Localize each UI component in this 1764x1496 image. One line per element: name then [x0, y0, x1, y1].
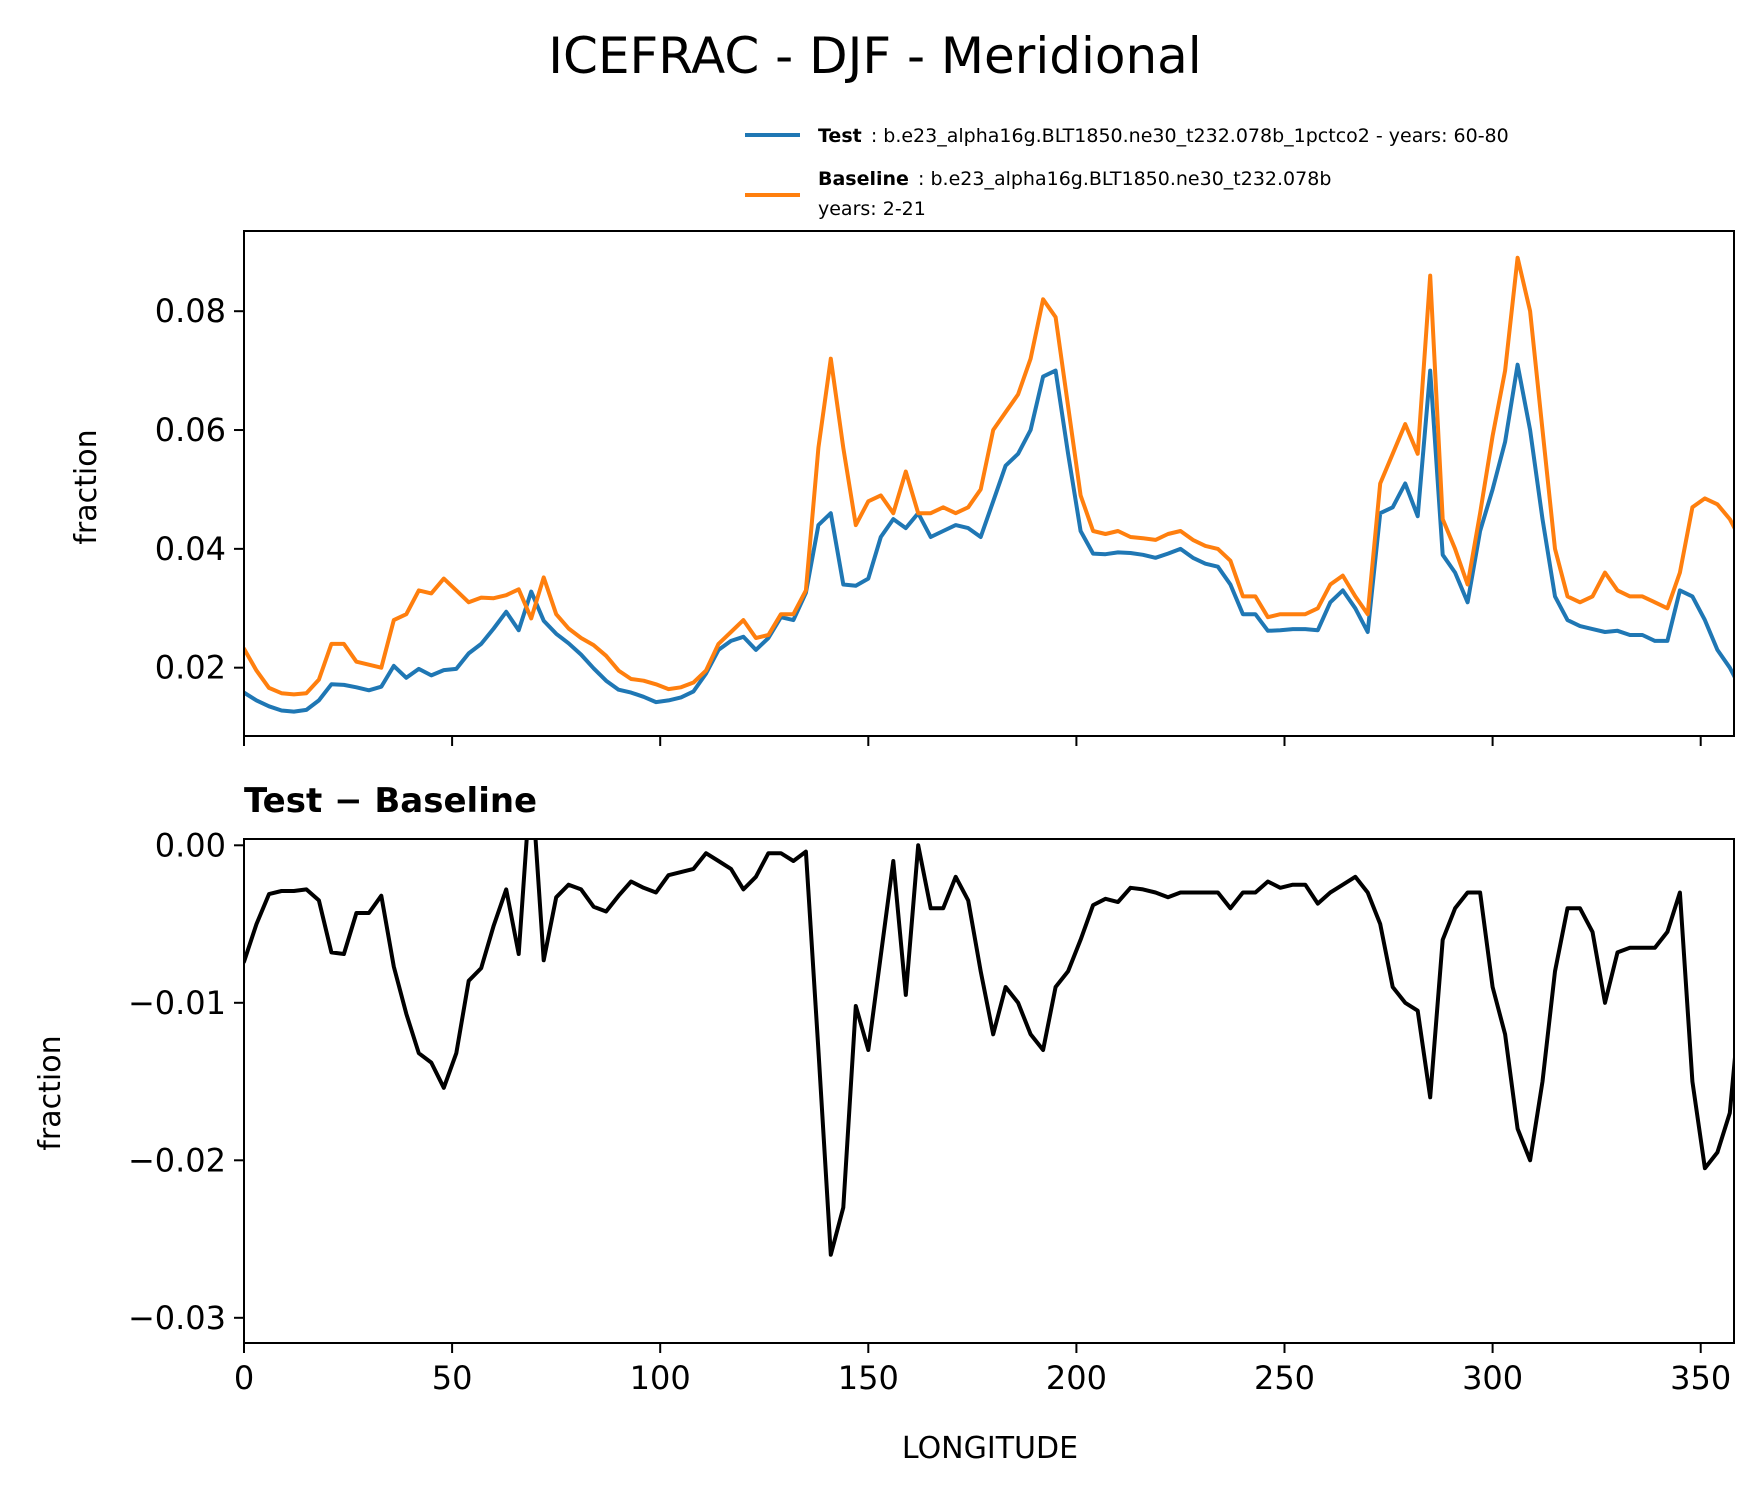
bottom-series-line-test-baseline — [244, 839, 1734, 1257]
legend: Test : b.e23_alpha16g.BLT1850.ne30_t232.… — [745, 125, 1509, 220]
top-y-axis-label: fraction — [69, 429, 104, 544]
top-y-ticks: 0.02 0.04 0.06 0.08 — [155, 292, 244, 687]
top-series-line-test — [244, 362, 1734, 714]
x-tick-label: 200 — [1046, 1359, 1107, 1397]
legend-label-test: Test — [818, 125, 862, 147]
top-axes-frame — [243, 230, 1735, 737]
bottom-x-ticks: 0 50 100 150 200 250 300 350 — [234, 1343, 1731, 1397]
legend-desc-test: : b.e23_alpha16g.BLT1850.ne30_t232.078b_… — [871, 125, 1509, 147]
x-tick-label: 300 — [1462, 1359, 1523, 1397]
x-tick-label: 250 — [1254, 1359, 1315, 1397]
bottom-y-tick-label: −0.01 — [128, 984, 226, 1022]
bottom-y-tick-label: −0.02 — [128, 1141, 226, 1179]
legend-entry-test: Test : b.e23_alpha16g.BLT1850.ne30_t232.… — [818, 125, 1509, 147]
top-panel: 0.02 0.04 0.06 0.08 fraction — [69, 230, 1735, 746]
legend-desc2-baseline: years: 2-21 — [818, 198, 926, 220]
bottom-panel-subtitle: Test − Baseline — [244, 781, 537, 821]
top-x-ticks — [243, 736, 1702, 746]
top-y-tick-label: 0.02 — [155, 649, 226, 687]
x-tick-label: 0 — [234, 1359, 254, 1397]
x-axis-label: LONGITUDE — [902, 1431, 1078, 1466]
bottom-y-ticks: 0.00 −0.01 −0.02 −0.03 — [128, 826, 244, 1337]
top-y-tick-label: 0.06 — [155, 411, 226, 449]
x-tick-label: 50 — [432, 1359, 473, 1397]
top-series-line-baseline — [244, 255, 1734, 697]
bottom-axes-frame — [243, 838, 1735, 1344]
bottom-series-lines — [244, 839, 1734, 1257]
bottom-panel: Test − Baseline 0.00 −0.01 −0.02 −0.03 0 50 1… — [33, 781, 1735, 1466]
x-tick-label: 350 — [1670, 1359, 1731, 1397]
chart-title: ICEFRAC - DJF - Meridional — [548, 27, 1201, 85]
bottom-y-tick-label: −0.03 — [128, 1299, 226, 1337]
legend-desc-baseline: : b.e23_alpha16g.BLT1850.ne30_t232.078b — [918, 168, 1331, 190]
bottom-y-axis-label: fraction — [33, 1035, 68, 1150]
bottom-y-tick-label: 0.00 — [155, 826, 226, 864]
top-series-lines — [244, 255, 1734, 714]
top-y-tick-label: 0.08 — [155, 292, 226, 330]
x-tick-label: 100 — [630, 1359, 691, 1397]
legend-label-baseline: Baseline — [818, 168, 909, 190]
legend-entry-baseline: Baseline : b.e23_alpha16g.BLT1850.ne30_t… — [818, 168, 1331, 190]
x-tick-label: 150 — [838, 1359, 899, 1397]
top-y-tick-label: 0.04 — [155, 530, 226, 568]
